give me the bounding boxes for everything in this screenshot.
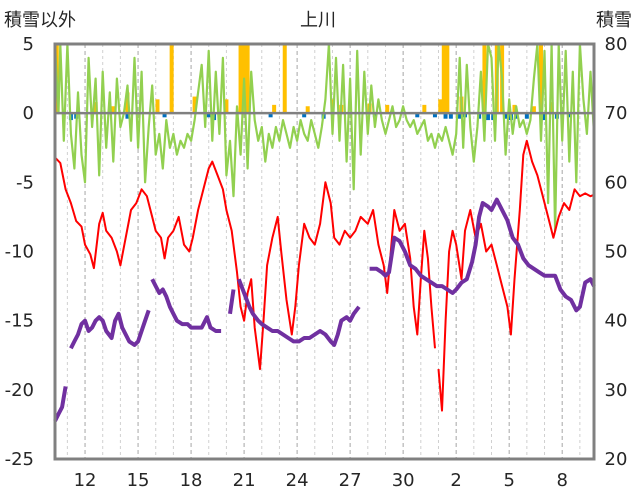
precip-bar — [422, 104, 427, 114]
left-axis-label: 積雪以外 — [4, 10, 76, 31]
sun-bar — [443, 113, 448, 119]
precip-bar — [441, 44, 446, 114]
sun-bar — [485, 113, 490, 121]
x-tick-label: 5 — [503, 470, 514, 491]
x-tick-label: 21 — [233, 470, 256, 491]
precip-bar — [282, 44, 287, 114]
precip-bar — [538, 44, 543, 114]
precip-bar — [512, 104, 517, 114]
x-tick-label: 27 — [339, 470, 362, 491]
right-tick-label: 30 — [605, 380, 628, 401]
precip-bar — [111, 106, 116, 114]
sun-bar — [542, 113, 547, 121]
precip-bar — [192, 96, 197, 114]
precip-bar — [445, 44, 450, 114]
left-tick-label: 5 — [23, 34, 34, 55]
precip-bar — [549, 102, 554, 114]
left-tick-label: -25 — [5, 449, 34, 470]
precip-bar — [385, 104, 390, 114]
right-tick-label: 80 — [605, 34, 628, 55]
left-axis-ticks: 5 0 -5 -10 -15 -20 -25 — [5, 34, 34, 470]
precip-bar — [531, 106, 536, 114]
left-tick-label: -5 — [16, 172, 34, 193]
precip-bar — [169, 44, 174, 114]
sun-bar — [524, 113, 529, 119]
precip-bar — [482, 44, 487, 114]
sun-bar — [503, 113, 508, 119]
x-tick-label: 12 — [74, 470, 97, 491]
x-tick-label: 2 — [450, 470, 461, 491]
sun-bar — [432, 113, 437, 118]
x-tick-label: 30 — [392, 470, 415, 491]
right-axis-label: 積雪 — [596, 10, 632, 31]
x-tick-label: 8 — [556, 470, 567, 491]
right-tick-label: 70 — [605, 103, 628, 124]
chart-title: 上川 — [300, 10, 336, 31]
x-axis-ticks: 12 15 18 21 24 27 30 2 5 8 — [74, 470, 568, 491]
sun-bar — [457, 113, 462, 119]
right-tick-label: 20 — [605, 449, 628, 470]
precip-bar — [272, 104, 277, 114]
sun-bar — [448, 113, 453, 119]
left-tick-label: -20 — [5, 380, 34, 401]
right-axis-ticks: 80 70 60 50 40 30 20 — [605, 34, 628, 470]
sun-bar — [125, 113, 130, 119]
precip-bar — [305, 106, 310, 114]
right-tick-label: 50 — [605, 242, 628, 263]
sun-bar — [514, 113, 519, 119]
precip-bar — [245, 44, 250, 114]
left-tick-label: -10 — [5, 242, 34, 263]
right-tick-label: 40 — [605, 311, 628, 332]
sun-bar — [162, 113, 167, 118]
x-gridlines — [66, 44, 581, 459]
left-tick-label: 0 — [23, 103, 34, 124]
precip-bar — [155, 99, 160, 114]
sun-bar — [302, 113, 307, 118]
precip-bar — [125, 92, 130, 114]
plot-frame — [53, 42, 596, 461]
right-tick-label: 60 — [605, 172, 628, 193]
precip-bar — [438, 99, 443, 114]
precip-bar — [224, 99, 229, 114]
left-tick-label: -15 — [5, 311, 34, 332]
precip-bar — [238, 44, 243, 114]
sun-bar — [206, 113, 211, 118]
sun-bar — [268, 113, 273, 118]
series-line-snow_depth — [53, 197, 596, 422]
x-tick-label: 18 — [180, 470, 203, 491]
sun-bar — [567, 113, 572, 118]
x-tick-label: 24 — [286, 470, 309, 491]
sun-bar — [415, 113, 420, 118]
series-line-temperature — [54, 139, 595, 412]
x-tick-label: 15 — [127, 470, 150, 491]
